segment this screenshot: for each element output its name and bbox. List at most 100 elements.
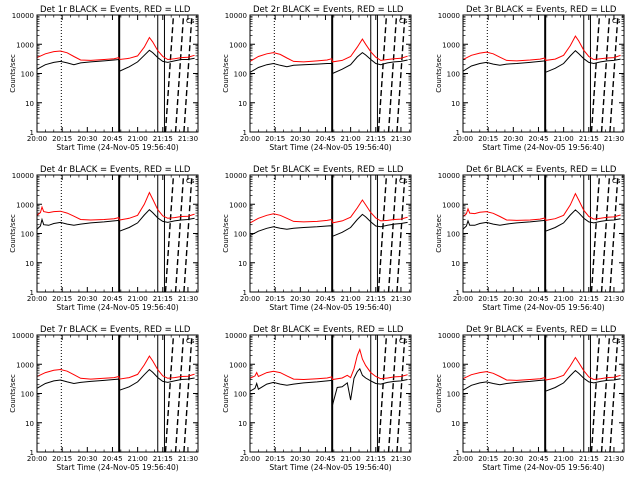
y-tick-label: 10 (238, 260, 247, 268)
y-axis-label: Counts/sec (435, 54, 443, 93)
dashed-marker-line (609, 334, 619, 453)
y-tick-label: 10 (25, 100, 34, 108)
x-tick-label: 20:45 (315, 135, 335, 143)
x-tick-label: 20:45 (315, 455, 335, 463)
dashed-marker-line (387, 14, 398, 133)
dashed-marker-line (396, 14, 406, 133)
x-tick-label: 21:00 (341, 455, 361, 463)
x-tick-label: 21:15 (366, 135, 386, 143)
events-series-line (250, 367, 408, 406)
y-tick-label: 1000 (16, 201, 34, 209)
dashed-marker-line (396, 174, 406, 293)
x-tick-label: 21:30 (178, 455, 198, 463)
panel-title: Det 9r BLACK = Events, RED = LLD (466, 325, 617, 335)
x-tick-label: 20:30 (77, 295, 97, 303)
y-tick-label: 10 (451, 260, 460, 268)
x-tick-label: 21:15 (579, 295, 599, 303)
y-tick-label: 1000 (229, 41, 247, 49)
x-axis-label: Start Time (24-Nov-05 19:56:40) (56, 303, 178, 312)
y-tick-label: 100 (21, 391, 34, 399)
x-tick-label: 20:45 (315, 295, 335, 303)
x-tick-label: 21:15 (579, 455, 599, 463)
y-tick-label: 1 (243, 289, 247, 297)
y-tick-label: 10000 (12, 12, 34, 20)
y-tick-label: 1000 (442, 201, 460, 209)
y-tick-label: 1 (30, 449, 34, 457)
x-tick-label: 20:00 (27, 295, 47, 303)
x-tick-label: 21:30 (604, 455, 624, 463)
x-tick-label: 21:30 (604, 295, 624, 303)
x-tick-label: 20:45 (102, 455, 122, 463)
x-tick-label: 21:00 (128, 295, 148, 303)
y-tick-label: 10000 (225, 172, 247, 180)
x-tick-label: 20:00 (240, 295, 260, 303)
panel-title: Det 3r BLACK = Events, RED = LLD (466, 5, 617, 15)
dashed-marker-line (387, 334, 398, 453)
y-tick-label: 1 (243, 129, 247, 137)
dashed-marker-line (164, 14, 175, 133)
y-axis-label: Counts/sec (9, 214, 17, 253)
events-series-line (37, 368, 195, 391)
y-tick-label: 1 (456, 449, 460, 457)
x-axis-label: Start Time (24-Nov-05 19:56:40) (269, 143, 391, 152)
y-tick-label: 1 (30, 129, 34, 137)
x-tick-label: 20:00 (453, 295, 473, 303)
x-tick-label: 20:45 (528, 455, 548, 463)
lld-series-line (463, 192, 621, 221)
dashed-marker-line (590, 14, 601, 133)
x-tick-label: 21:30 (178, 295, 198, 303)
corner-label: Cs (399, 177, 408, 185)
x-axis-label: Start Time (24-Nov-05 19:56:40) (482, 303, 604, 312)
x-tick-label: 21:00 (128, 135, 148, 143)
dashed-marker-line (609, 174, 619, 293)
dashed-marker-line (387, 174, 398, 293)
x-tick-label: 20:30 (503, 295, 523, 303)
x-tick-label: 20:15 (52, 295, 72, 303)
x-tick-label: 20:45 (528, 295, 548, 303)
y-tick-label: 1000 (16, 361, 34, 369)
x-tick-label: 20:00 (27, 455, 47, 463)
x-tick-label: 21:00 (554, 295, 574, 303)
y-axis-label: Counts/sec (435, 214, 443, 253)
dashed-marker-line (174, 14, 185, 133)
x-axis-label: Start Time (24-Nov-05 19:56:40) (269, 303, 391, 312)
panel-title: Det 6r BLACK = Events, RED = LLD (466, 165, 617, 175)
y-tick-label: 1 (456, 289, 460, 297)
y-tick-label: 1 (456, 129, 460, 137)
x-tick-label: 21:00 (554, 455, 574, 463)
y-tick-label: 1000 (442, 361, 460, 369)
dashed-marker-line (174, 334, 185, 453)
x-tick-label: 21:15 (366, 455, 386, 463)
x-tick-label: 21:30 (391, 455, 411, 463)
x-tick-label: 21:30 (604, 135, 624, 143)
corner-label: Cs (399, 17, 408, 25)
y-tick-label: 1000 (442, 41, 460, 49)
y-tick-label: 100 (234, 231, 247, 239)
panel-title: Det 2r BLACK = Events, RED = LLD (253, 5, 404, 15)
dashed-marker-line (590, 334, 601, 453)
y-tick-label: 10000 (438, 332, 460, 340)
corner-label: Cs (399, 337, 408, 345)
y-axis-label: Counts/sec (222, 214, 230, 253)
events-series-line (250, 213, 408, 238)
corner-label: Cs (612, 17, 621, 25)
x-tick-label: 20:15 (478, 295, 498, 303)
y-tick-label: 100 (447, 71, 460, 79)
y-axis-label: Counts/sec (9, 374, 17, 413)
y-tick-label: 10 (25, 420, 34, 428)
x-tick-label: 21:15 (153, 135, 173, 143)
dashed-marker-line (377, 174, 388, 293)
detector-panel: Det 2r BLACK = Events, RED = LLD Cs 1 10 100… (222, 5, 412, 152)
x-tick-label: 21:30 (391, 135, 411, 143)
x-axis-label: Start Time (24-Nov-05 19:56:40) (56, 143, 178, 152)
x-tick-label: 20:30 (290, 135, 310, 143)
detector-panel: Det 7r BLACK = Events, RED = LLD Cs 1 10 100… (9, 325, 199, 472)
dashed-marker-line (600, 334, 611, 453)
x-tick-label: 21:15 (153, 295, 173, 303)
x-tick-label: 20:15 (52, 455, 72, 463)
y-tick-label: 10 (451, 100, 460, 108)
y-tick-label: 1 (243, 449, 247, 457)
dashed-marker-line (590, 174, 601, 293)
x-tick-label: 20:30 (77, 135, 97, 143)
